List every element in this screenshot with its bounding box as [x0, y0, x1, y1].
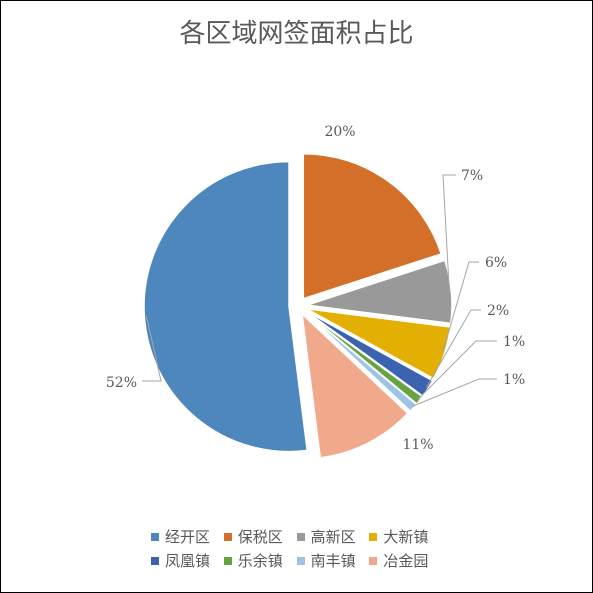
legend-swatch	[223, 533, 232, 541]
legend-swatch	[151, 533, 159, 541]
legend-swatch	[369, 533, 378, 541]
chart-title: 各区域网签面积占比	[179, 19, 414, 49]
pie-slice	[301, 312, 409, 459]
data-label: 6%	[485, 255, 507, 271]
legend-item-gaoxinqu: 高新区	[296, 525, 356, 549]
data-label: 20%	[324, 124, 355, 140]
leader-line	[142, 315, 162, 382]
legend-row: 凤凰镇 乐余镇 南丰镇 冶金园	[151, 549, 471, 573]
pie-slice	[143, 160, 309, 453]
leader-line	[425, 309, 481, 388]
leader-line	[417, 340, 497, 400]
leader-line	[442, 174, 456, 292]
legend-item-yejinyuan: 冶金园	[369, 549, 428, 573]
legend-item-nanfengzhen: 南丰镇	[296, 549, 356, 573]
data-label: 7%	[461, 168, 483, 184]
data-label: 1%	[503, 334, 525, 350]
legend-item-fenghuangzhen: 凤凰镇	[151, 549, 210, 573]
data-label: 2%	[487, 303, 509, 319]
data-label: 11%	[402, 437, 433, 453]
legend-row: 经开区 保税区 高新区 大新镇	[151, 525, 471, 549]
legend-swatch	[151, 557, 159, 565]
legend-item-jingkaiqu: 经开区	[151, 525, 210, 549]
legend-swatch	[296, 533, 305, 541]
pie-slice	[302, 152, 443, 300]
legend-swatch	[369, 557, 378, 565]
legend-item-leyuzhen: 乐余镇	[223, 549, 283, 573]
legend-item-baoshuiqu: 保税区	[223, 525, 283, 549]
leader-line	[442, 261, 479, 354]
legend-swatch	[296, 557, 305, 565]
leader-line	[411, 378, 497, 407]
legend-swatch	[223, 557, 232, 565]
chart-legend: 经开区 保税区 高新区 大新镇 凤凰镇 乐余镇 南丰镇 冶金园	[151, 525, 471, 573]
data-label: 1%	[503, 372, 525, 388]
data-label: 52%	[106, 375, 137, 391]
legend-item-daxinzhen: 大新镇	[369, 525, 428, 549]
